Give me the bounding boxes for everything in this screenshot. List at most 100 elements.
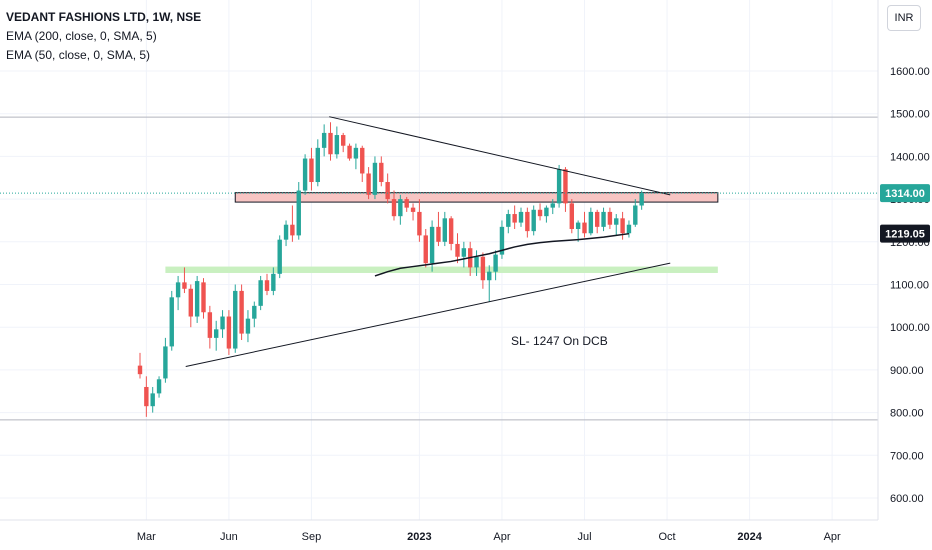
candle-body	[245, 318, 251, 334]
candle-body	[417, 211, 422, 236]
supply-zone	[234, 192, 719, 203]
candle-body	[379, 162, 384, 183]
price-badges: 1314.00 1219.05	[0, 184, 930, 243]
upper-trendline	[329, 116, 671, 196]
time-axis[interactable]: Mar Jun Sep 2023 Apr Jul Oct 2024 Apr	[0, 519, 878, 543]
candle-body	[290, 224, 295, 236]
candle-body	[144, 386, 149, 407]
x-tick-label: Jun	[220, 531, 238, 543]
y-tick-label: 800.00	[890, 408, 924, 420]
candle-body	[201, 282, 206, 313]
x-tick-label: Oct	[658, 531, 675, 543]
candle-body	[575, 222, 581, 229]
candle-body	[258, 280, 263, 306]
candle-body	[226, 316, 232, 349]
candle-body	[588, 211, 594, 234]
currency-button[interactable]: INR	[887, 5, 921, 31]
candle-body	[398, 199, 403, 217]
candle-body	[220, 316, 225, 330]
candle-body	[537, 209, 543, 217]
lower-trendline	[185, 262, 671, 367]
candle-body	[499, 226, 505, 255]
candle-body	[461, 248, 467, 257]
x-tick-label: 2023	[407, 531, 431, 543]
candle-body	[188, 288, 193, 317]
candle-body	[207, 312, 213, 338]
candle-body	[448, 218, 454, 244]
candle-body	[550, 203, 555, 208]
candle-body	[366, 173, 371, 195]
candle-body	[271, 273, 276, 291]
candle-body	[302, 158, 308, 191]
candle-body	[347, 145, 352, 159]
zones	[165, 192, 719, 273]
ema-line	[374, 232, 630, 277]
symbol-title[interactable]: VEDANT FASHIONS LTD, 1W, NSE	[6, 10, 202, 24]
price-badge	[880, 184, 930, 203]
candle-body	[341, 135, 346, 146]
chart-legend: VEDANT FASHIONS LTD, 1W, NSE EMA (200, c…	[6, 8, 201, 65]
candle-body	[480, 256, 486, 281]
candle-body	[252, 305, 257, 319]
candle-body	[315, 147, 320, 183]
price-badge-label: 1314.00	[885, 188, 925, 200]
candle-body	[423, 235, 428, 264]
candle-body	[620, 218, 625, 234]
x-tick-label: Jul	[577, 531, 591, 543]
candle-body	[296, 190, 301, 236]
candles	[137, 122, 644, 417]
y-tick-label: 600.00	[890, 493, 924, 505]
candle-body	[233, 290, 238, 349]
x-tick-label: Sep	[302, 531, 322, 543]
candle-body	[493, 254, 498, 272]
candle-body	[353, 147, 359, 159]
candle-body	[442, 218, 447, 242]
candle-body	[360, 147, 365, 174]
candle-body	[474, 256, 479, 268]
ema-50-legend[interactable]: EMA (50, close, 0, SMA, 5)	[6, 48, 151, 62]
y-tick-label: 1400.00	[890, 151, 930, 163]
candle-body	[595, 211, 600, 227]
candle-body	[214, 329, 219, 338]
candle-body	[626, 224, 632, 234]
candle-body	[372, 162, 378, 195]
candle-body	[309, 158, 314, 183]
candle-body	[525, 211, 530, 232]
candle-body	[137, 365, 143, 375]
trendlines	[185, 116, 671, 367]
candle-body	[239, 290, 244, 334]
y-tick-label: 1100.00	[890, 280, 929, 292]
candle-body	[175, 282, 181, 298]
candle-body	[582, 222, 587, 234]
y-tick-label: 900.00	[890, 365, 924, 377]
y-tick-label: 1000.00	[890, 322, 930, 334]
candle-body	[328, 132, 333, 155]
candle-body	[150, 393, 155, 407]
price-badge	[880, 224, 930, 243]
candle-body	[614, 218, 619, 225]
candle-body	[334, 135, 340, 155]
candle-body	[321, 132, 327, 148]
candle-body	[455, 243, 460, 257]
grid	[0, 0, 878, 520]
candle-body	[169, 297, 174, 347]
candle-body	[429, 226, 435, 264]
candle-body	[639, 193, 644, 206]
candle-body	[156, 379, 162, 394]
candle-body	[512, 214, 517, 223]
candle-body	[518, 211, 524, 223]
candle-body	[410, 207, 416, 212]
candle-body	[506, 214, 511, 227]
price-axis[interactable]: 1600.001500.001400.001300.001200.001100.…	[877, 0, 930, 520]
candle-body	[385, 182, 390, 200]
candle-body	[633, 205, 638, 225]
ema-200-legend[interactable]: EMA (200, close, 0, SMA, 5)	[6, 29, 157, 43]
x-tick-label: Apr	[824, 531, 841, 543]
candle-body	[556, 169, 562, 204]
candle-body	[182, 282, 187, 289]
candle-body	[563, 169, 568, 204]
candle-body	[283, 224, 289, 240]
x-tick-label: 2024	[737, 531, 762, 543]
y-tick-label: 1500.00	[890, 109, 930, 121]
